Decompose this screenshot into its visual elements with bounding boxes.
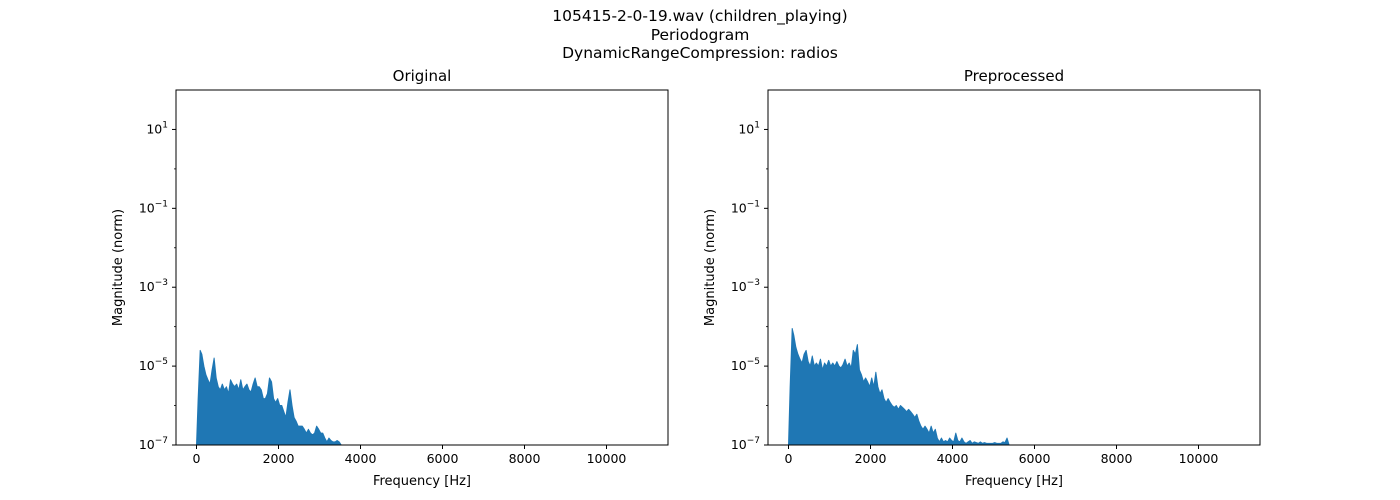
x-tick-label: 6000 <box>427 451 459 466</box>
periodogram-series-preprocessed <box>788 327 1010 446</box>
y-tick-label: 10−7 <box>139 436 168 452</box>
plot-frame-preprocessed <box>767 89 1261 446</box>
figure-title-line-1: 105415-2-0-19.wav (children_playing) <box>552 7 848 25</box>
figure-title-line-2: Periodogram <box>650 26 750 44</box>
subplot-title-original: Original <box>393 67 452 85</box>
x-tick-label: 10000 <box>1179 451 1219 466</box>
x-tick-label: 2000 <box>855 451 887 466</box>
plot-frame-original <box>175 89 669 446</box>
x-tick-label: 4000 <box>937 451 969 466</box>
chart-panel-original: Original 0 2000 4000 6000 8000 10000 10−7 10−5 10… <box>111 67 669 489</box>
figure-title-line-3: DynamicRangeCompression: radios <box>562 44 838 62</box>
x-axis-label-original: Frequency [Hz] <box>373 474 471 489</box>
y-tick-label: 10−3 <box>139 278 168 294</box>
x-tick-label: 8000 <box>1101 451 1133 466</box>
x-tick-label: 4000 <box>345 451 377 466</box>
x-tick-label: 10000 <box>587 451 627 466</box>
y-tick-label: 10−1 <box>139 199 168 215</box>
y-tick-label: 10−1 <box>731 199 760 215</box>
y-tick-label: 10−3 <box>731 278 760 294</box>
x-tick-label: 0 <box>193 451 201 466</box>
x-tick-label: 0 <box>785 451 793 466</box>
y-tick-label: 10−5 <box>731 357 760 373</box>
x-tick-label: 6000 <box>1019 451 1051 466</box>
x-axis-label-preprocessed: Frequency [Hz] <box>965 474 1063 489</box>
y-tick-label: 101 <box>146 120 168 136</box>
x-tick-label: 8000 <box>509 451 541 466</box>
y-tick-label: 10−5 <box>139 357 168 373</box>
subplot-title-preprocessed: Preprocessed <box>964 67 1064 85</box>
y-axis-label-preprocessed: Magnitude (norm) <box>703 209 718 326</box>
x-tick-label: 2000 <box>263 451 295 466</box>
y-axis-label-original: Magnitude (norm) <box>111 209 126 326</box>
periodogram-series-original <box>196 349 342 446</box>
chart-panel-preprocessed: Preprocessed 0 2000 4000 6000 8000 10000 10−7 10… <box>703 67 1261 489</box>
y-tick-label: 101 <box>738 120 760 136</box>
y-tick-label: 10−7 <box>731 436 760 452</box>
